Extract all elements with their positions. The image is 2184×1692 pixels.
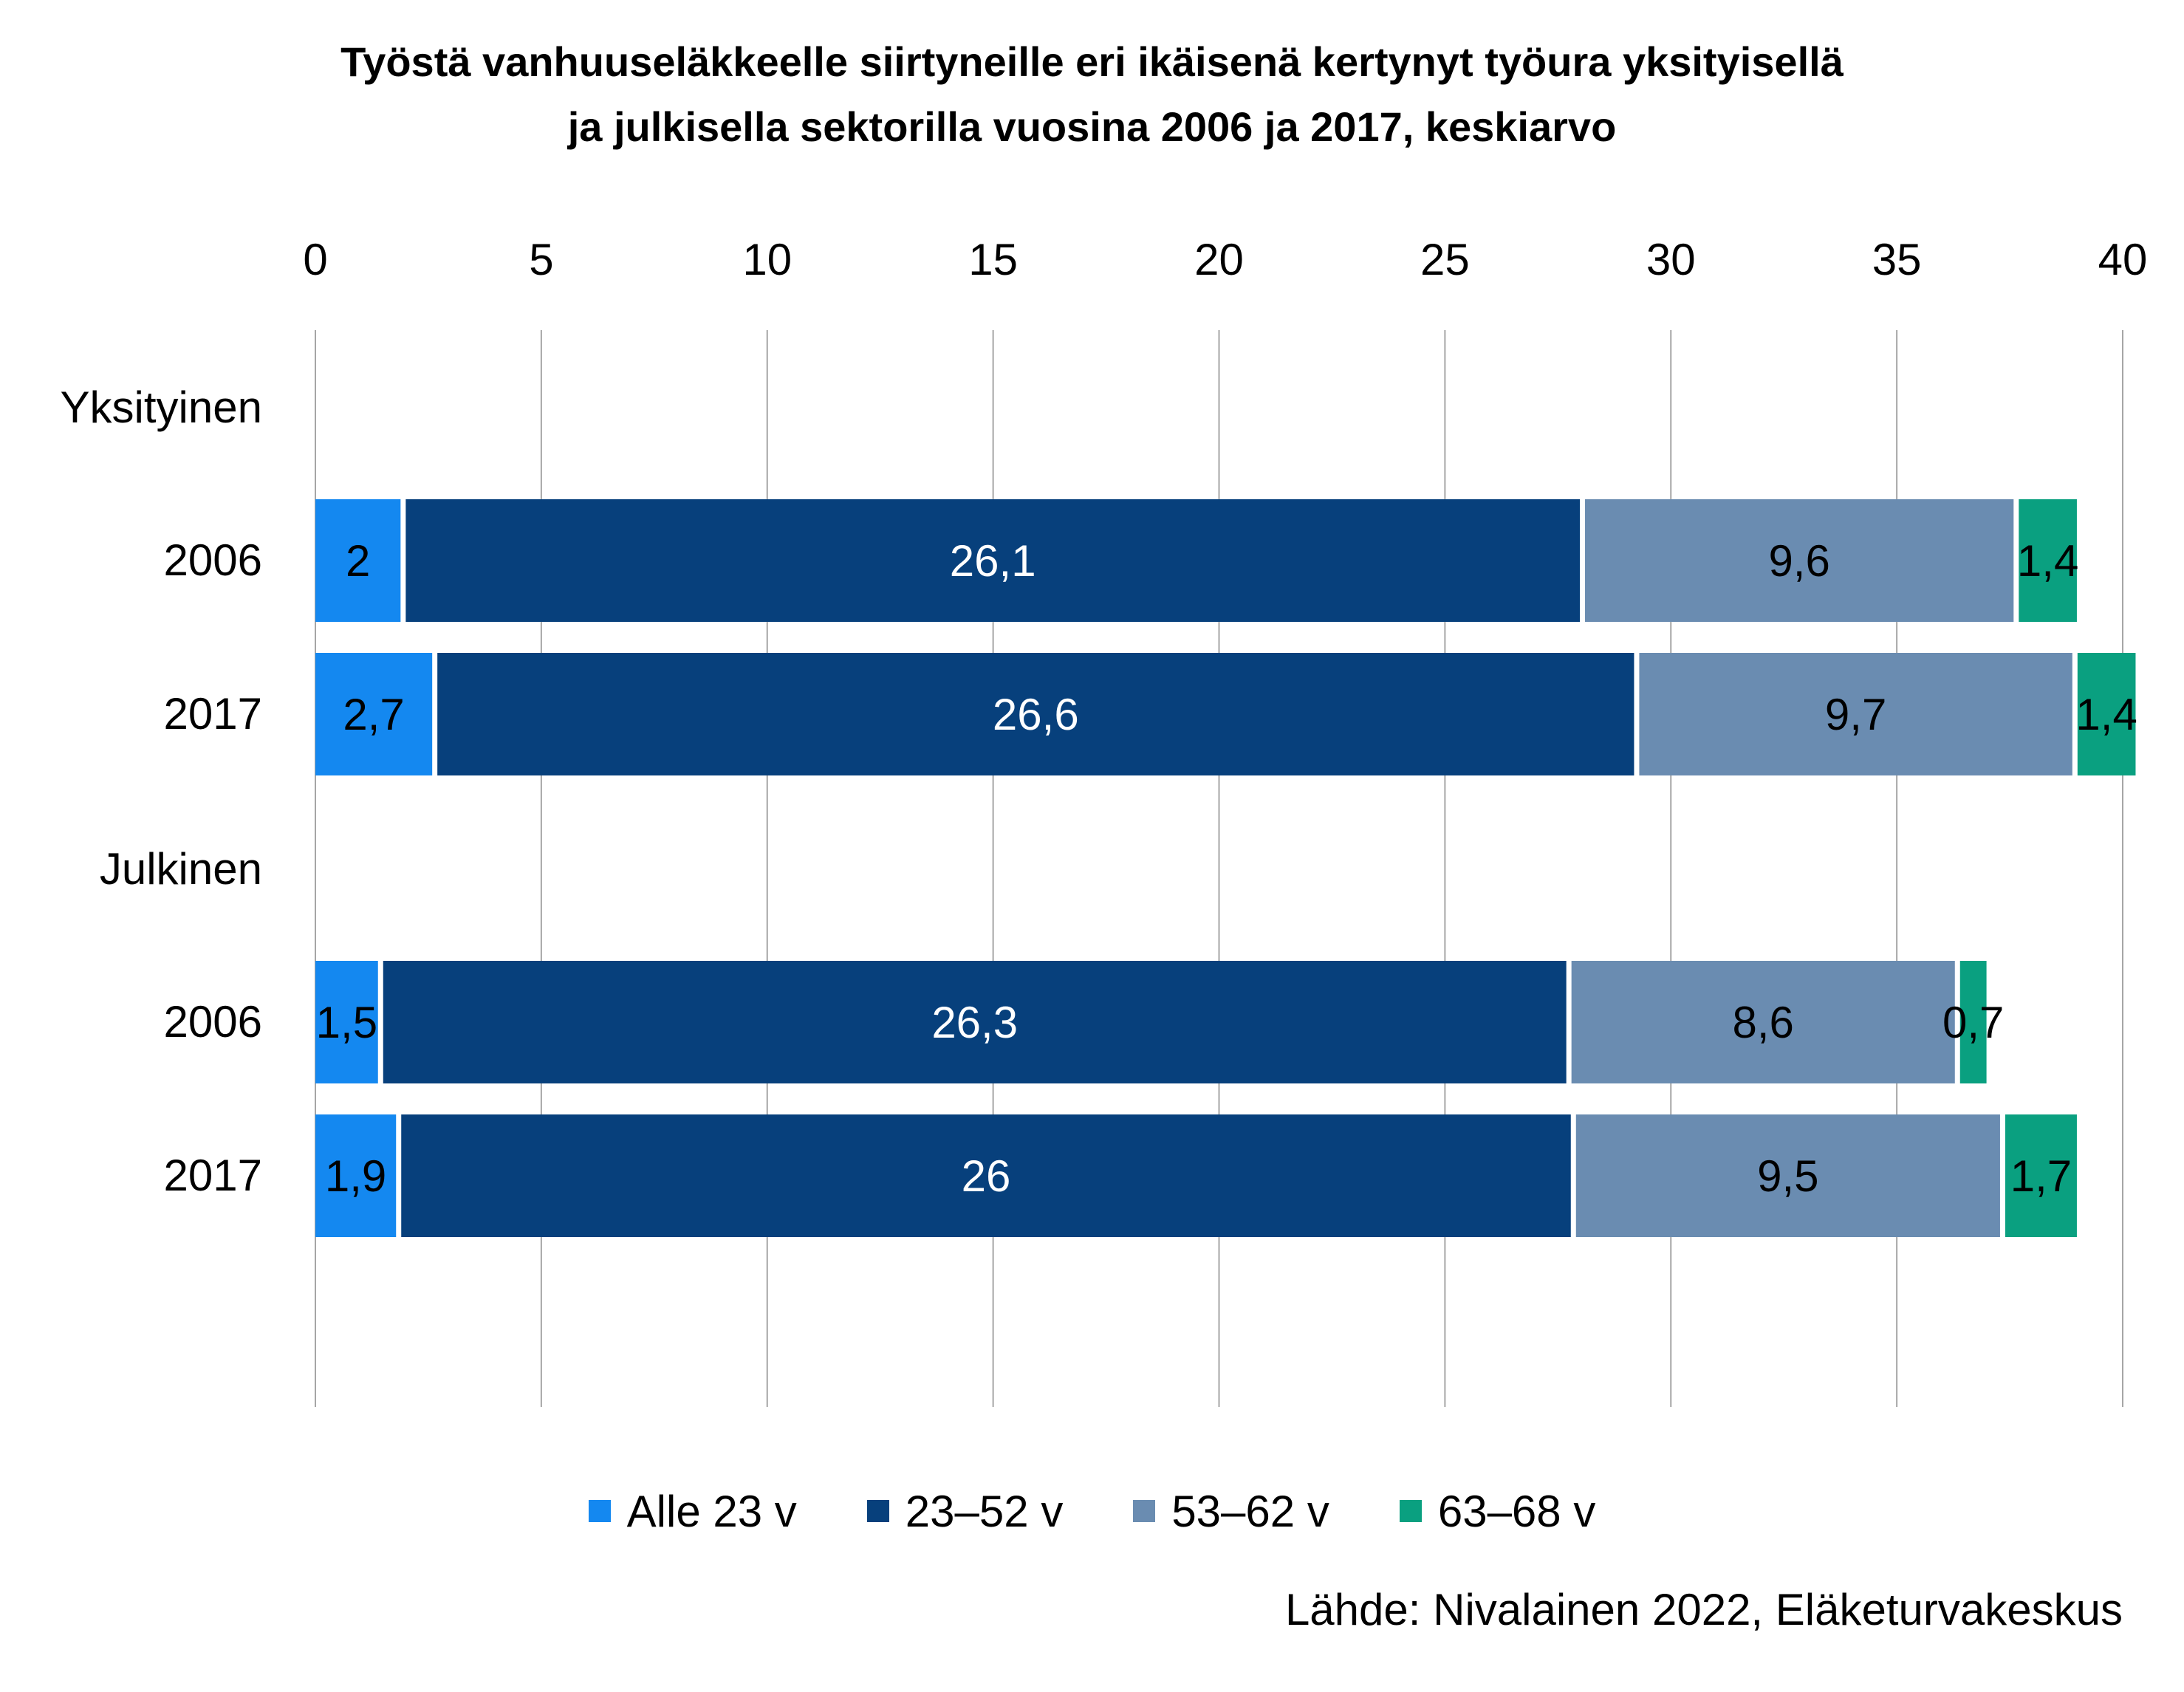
group-label: Julkinen xyxy=(100,844,262,894)
chart-title-line-2: ja julkisella sektorilla vuosina 2006 ja… xyxy=(567,103,1617,150)
legend-label: 53–62 v xyxy=(1171,1486,1329,1536)
legend-swatch xyxy=(866,1500,889,1522)
x-tick-label: 40 xyxy=(2098,235,2148,284)
x-tick-label: 30 xyxy=(1646,235,1696,284)
chart-title: Työstä vanhuuseläkkeelle siirtyneille er… xyxy=(0,30,2184,160)
data-label: 9,6 xyxy=(1768,536,1829,586)
legend-label: Alle 23 v xyxy=(626,1486,797,1536)
group-label: Yksityinen xyxy=(61,383,262,432)
x-tick-label: 35 xyxy=(1872,235,1922,284)
data-label: 1,7 xyxy=(2010,1151,2072,1201)
bar-segment xyxy=(405,499,1581,622)
bar-segment xyxy=(315,961,378,1083)
legend-swatch xyxy=(588,1500,611,1522)
data-label: 1,4 xyxy=(2075,690,2137,739)
legend-swatch xyxy=(1133,1500,1156,1522)
bar-segment xyxy=(2005,1114,2077,1237)
bar-segment xyxy=(2077,653,2136,775)
x-tick-label: 10 xyxy=(742,235,792,284)
x-tick-label: 20 xyxy=(1194,235,1244,284)
data-label: 9,7 xyxy=(1825,690,1886,739)
bar-segment xyxy=(1575,1114,2000,1237)
data-label: 2 xyxy=(346,536,370,586)
data-label: 1,4 xyxy=(2017,536,2078,586)
bar-segment xyxy=(2019,499,2077,622)
category-label: 2006 xyxy=(164,997,262,1047)
category-label: 2006 xyxy=(164,535,262,585)
bar-segment xyxy=(383,961,1567,1083)
bar-segment xyxy=(401,1114,1571,1237)
data-label: 9,5 xyxy=(1757,1151,1818,1201)
x-tick-label: 15 xyxy=(968,235,1018,284)
legend-item: 53–62 v xyxy=(1133,1486,1329,1537)
data-label: 26 xyxy=(962,1151,1011,1201)
data-label: 26,3 xyxy=(931,998,1018,1047)
data-label: 0,7 xyxy=(1942,998,2004,1047)
x-tick-label: 25 xyxy=(1420,235,1470,284)
category-label: 2017 xyxy=(164,689,262,739)
bar-segment xyxy=(1959,961,1987,1083)
data-label: 1,9 xyxy=(325,1151,386,1201)
data-label: 1,5 xyxy=(316,998,377,1047)
legend-item: 23–52 v xyxy=(866,1486,1064,1537)
x-tick-label: 5 xyxy=(529,235,553,284)
bar-segment xyxy=(315,499,401,622)
bar-segment xyxy=(315,653,433,775)
bar-segment xyxy=(315,1114,397,1237)
legend-swatch xyxy=(1399,1500,1422,1522)
chart-title-line-1: Työstä vanhuuseläkkeelle siirtyneille er… xyxy=(340,38,1844,85)
bar-segment xyxy=(1639,653,2072,775)
bar-segment xyxy=(1571,961,1955,1083)
legend-item: Alle 23 v xyxy=(588,1486,797,1537)
chart-legend: Alle 23 v 23–52 v 53–62 v 63–68 v xyxy=(0,1482,2184,1541)
bar-segment xyxy=(1585,499,2014,622)
bar-segment xyxy=(437,653,1634,775)
data-label: 26,1 xyxy=(950,536,1036,586)
data-label: 8,6 xyxy=(1733,998,1794,1047)
category-label: 2017 xyxy=(164,1151,262,1200)
data-label: 26,6 xyxy=(993,690,1079,739)
legend-item: 63–68 v xyxy=(1399,1486,1596,1537)
source-note: Lähde: Nivalainen 2022, Eläketurvakeskus xyxy=(1284,1585,2123,1634)
legend-label: 23–52 v xyxy=(905,1486,1064,1536)
x-tick-label: 0 xyxy=(303,235,327,284)
legend-label: 63–68 v xyxy=(1437,1486,1596,1536)
data-label: 2,7 xyxy=(343,690,404,739)
